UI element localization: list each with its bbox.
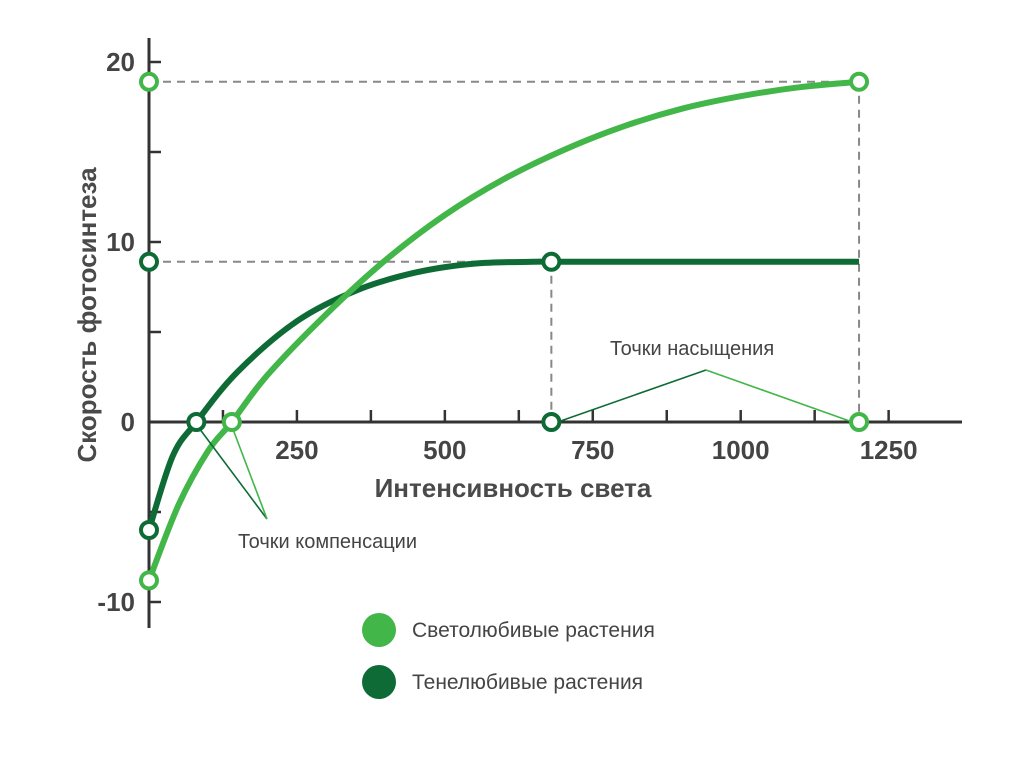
compensation-pointer-light	[230, 423, 268, 520]
x-tick-label: 500	[423, 435, 466, 465]
y-tick-label: 10	[106, 227, 135, 257]
legend-swatch-shade-loving	[362, 665, 396, 699]
compensation-pointer-dark	[195, 423, 268, 520]
point-light-loving	[139, 570, 159, 591]
y-tick-label: -10	[97, 587, 135, 617]
series-line-light-loving	[146, 78, 860, 582]
point-shade-loving	[541, 412, 562, 432]
key-points	[139, 71, 870, 591]
point-shade-loving	[139, 251, 159, 272]
x-ticks: 250 500 750 1000 1250	[221, 410, 918, 465]
point-light-loving	[849, 412, 870, 432]
y-tick-label: 20	[106, 47, 135, 77]
x-axis-title: Интенсивность света	[375, 473, 652, 503]
y-axis-title: Скорость фотосинтеза	[72, 167, 102, 463]
point-light-loving	[849, 71, 870, 92]
point-light-loving	[139, 71, 159, 92]
legend-label-shade-loving: Тенелюбивые растения	[412, 671, 643, 694]
legend-label-light-loving: Светолюбивые растения	[412, 619, 655, 642]
y-tick-label: 0	[121, 407, 135, 437]
x-tick-label: 1000	[712, 435, 770, 465]
annotation-pointers	[195, 369, 859, 520]
x-tick-label: 250	[275, 435, 318, 465]
saturation-pointer-light	[705, 369, 859, 425]
point-shade-loving	[139, 520, 159, 540]
x-tick-label: 750	[571, 435, 614, 465]
point-shade-loving	[186, 412, 207, 432]
point-light-loving	[221, 412, 242, 432]
annotation-compensation: Точки компенсации	[238, 531, 417, 553]
annotation-saturation: Точки насыщения	[610, 338, 774, 360]
legend: Светолюбивые растения Тенелюбивые растен…	[362, 613, 655, 699]
legend-swatch-light-loving	[362, 613, 396, 647]
point-shade-loving	[541, 251, 562, 272]
x-tick-label: 1250	[860, 435, 918, 465]
saturation-pointer-dark	[551, 369, 707, 425]
guide-lines	[149, 80, 861, 422]
series-curves	[146, 78, 860, 582]
